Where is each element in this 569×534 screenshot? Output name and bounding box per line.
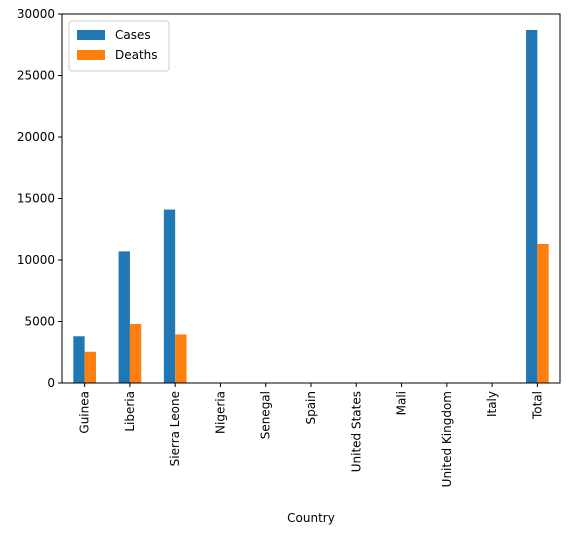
x-tick-label-italy: Italy bbox=[485, 391, 499, 417]
bar-cases-sierra-leone bbox=[163, 209, 176, 383]
y-tick-label: 10000 bbox=[17, 253, 55, 267]
x-tick-label-guinea: Guinea bbox=[78, 391, 92, 434]
x-tick-label-spain: Spain bbox=[304, 391, 318, 425]
legend: Cases Deaths bbox=[68, 20, 170, 72]
bar-cases-liberia bbox=[118, 251, 130, 383]
y-tick-label: 20000 bbox=[17, 130, 55, 144]
x-tick-label-united-states: United States bbox=[349, 391, 363, 472]
y-tick-label: 30000 bbox=[17, 7, 55, 21]
bar-cases-guinea bbox=[73, 336, 85, 383]
y-tick-label: 15000 bbox=[17, 192, 55, 206]
bar-deaths-total bbox=[537, 244, 549, 383]
bar-deaths-liberia bbox=[129, 323, 142, 383]
x-tick-label-senegal: Senegal bbox=[259, 391, 273, 439]
legend-swatch-cases bbox=[77, 30, 105, 40]
x-tick-label-nigeria: Nigeria bbox=[213, 391, 227, 434]
x-tick-label-liberia: Liberia bbox=[123, 391, 137, 432]
x-axis: Guinea Liberia Sierra Leone Nigeria Senegal S… bbox=[78, 383, 544, 487]
bars-group bbox=[73, 29, 549, 384]
x-tick-label-united-kingdom: United Kingdom bbox=[440, 391, 454, 487]
legend-label-deaths: Deaths bbox=[115, 48, 158, 62]
legend-swatch-deaths bbox=[77, 50, 105, 60]
legend-label-cases: Cases bbox=[115, 28, 151, 42]
y-tick-label: 0 bbox=[47, 376, 55, 390]
bar-deaths-sierra-leone bbox=[175, 334, 187, 383]
x-tick-label-mali: Mali bbox=[395, 391, 409, 415]
x-tick-label-sierra-leone: Sierra Leone bbox=[168, 391, 182, 466]
x-axis-label: Country bbox=[287, 511, 335, 525]
y-axis: 0 5000 10000 15000 20000 25000 30000 bbox=[17, 7, 62, 390]
bar-cases-total bbox=[526, 29, 538, 384]
bar-deaths-guinea bbox=[84, 351, 96, 383]
y-tick-label: 25000 bbox=[17, 69, 55, 83]
x-tick-label-total: Total bbox=[530, 391, 544, 420]
y-tick-label: 5000 bbox=[24, 315, 55, 329]
